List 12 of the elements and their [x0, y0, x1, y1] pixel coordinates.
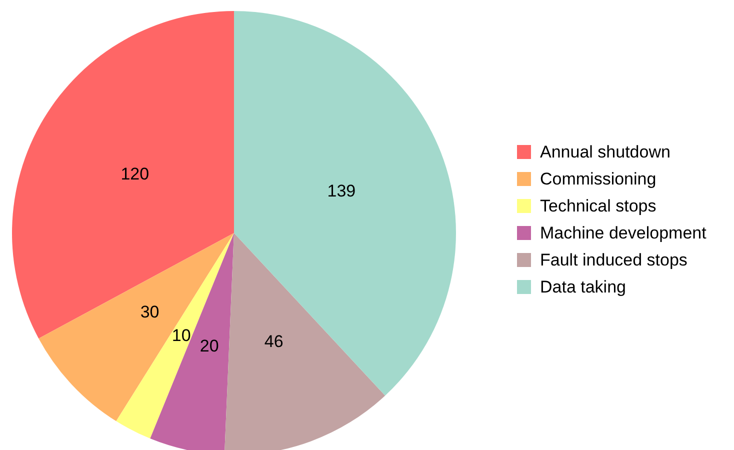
data-label: 20	[200, 336, 219, 356]
legend-label: Machine development	[540, 224, 707, 242]
legend-label: Data taking	[540, 278, 626, 296]
data-label: 10	[172, 326, 191, 346]
data-label: 46	[264, 332, 284, 351]
data-label: 30	[140, 302, 160, 322]
data-label: 139	[327, 181, 356, 200]
legend-label: Fault induced stops	[540, 250, 688, 270]
legend-label: Commissioning	[540, 170, 656, 188]
legend-label: Technical stops	[540, 196, 656, 216]
data-label: 120	[120, 164, 150, 184]
legend-label: Annual shutdown	[540, 142, 670, 162]
